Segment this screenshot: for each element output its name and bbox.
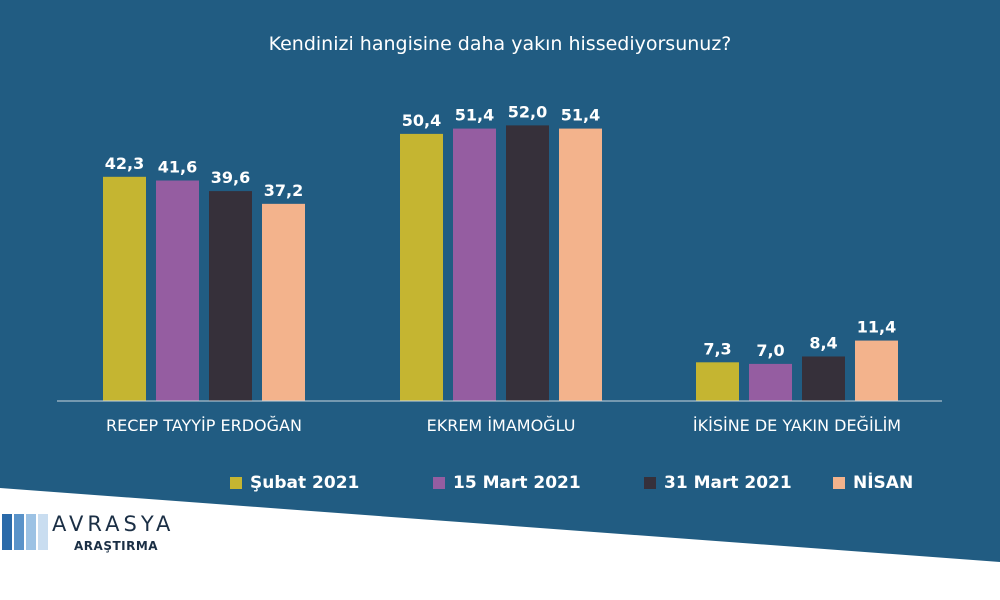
category-label-1: EKREM İMAMOĞLU xyxy=(427,416,576,435)
legend-swatch-15-mart-2021 xyxy=(433,477,445,489)
category-labels-group: RECEP TAYYİP ERDOĞAN EKREM İMAMOĞLU İKİSİN… xyxy=(106,416,901,435)
bar-0-0 xyxy=(103,176,146,401)
bar-2-2 xyxy=(802,356,845,401)
legend-item-15-mart-2021: 15 Mart 2021 xyxy=(433,473,581,493)
bar-1-0 xyxy=(400,133,443,401)
bar-chart: 42,3 41,6 39,6 37,2 50,4 51,4 52,0 51,4 7,3 7,0 8,… xyxy=(57,102,942,435)
data-label-0-1: 41,6 xyxy=(158,158,197,177)
legend-swatch-nisan xyxy=(833,477,845,489)
avrasya-logo: AVRASYA ARAŞTIRMA xyxy=(0,512,200,562)
legend-swatch-subat-2021 xyxy=(230,477,242,489)
bar-0-2 xyxy=(209,191,252,401)
chart-title: Kendinizi hangisine daha yakın hissediyo… xyxy=(268,33,732,55)
data-label-1-1: 51,4 xyxy=(455,106,494,125)
legend-item-nisan: NİSAN xyxy=(833,473,913,493)
category-label-2: İKİSİNE DE YAKIN DEĞİLİM xyxy=(693,416,901,435)
logo-name: AVRASYA xyxy=(52,512,175,536)
logo-subtitle: ARAŞTIRMA xyxy=(74,539,159,553)
legend-item-subat-2021: Şubat 2021 xyxy=(230,473,359,493)
legend-item-31-mart-2021: 31 Mart 2021 xyxy=(644,473,792,493)
data-label-2-1: 7,0 xyxy=(756,341,784,360)
data-label-1-3: 51,4 xyxy=(561,106,600,125)
bar-2-3 xyxy=(855,340,898,401)
data-label-2-2: 8,4 xyxy=(809,333,837,352)
bar-1-2 xyxy=(506,125,549,402)
data-label-0-2: 39,6 xyxy=(211,168,250,187)
data-label-2-3: 11,4 xyxy=(857,318,896,337)
legend-label-subat-2021: Şubat 2021 xyxy=(250,473,360,493)
data-label-0-3: 37,2 xyxy=(264,181,303,200)
data-labels-group: 42,3 41,6 39,6 37,2 50,4 51,4 52,0 51,4 7,3 7,0 8,… xyxy=(105,102,896,360)
logo-bar-4 xyxy=(38,514,48,550)
logo-bar-2 xyxy=(14,514,24,550)
legend-label-31-mart-2021: 31 Mart 2021 xyxy=(664,473,792,493)
bar-1-1 xyxy=(453,128,496,401)
background-panel xyxy=(0,0,1000,562)
bar-0-1 xyxy=(156,180,199,401)
logo-bar-3 xyxy=(26,514,36,550)
bar-2-0 xyxy=(696,362,739,401)
data-label-1-0: 50,4 xyxy=(402,111,441,130)
bar-2-1 xyxy=(749,363,792,401)
category-label-0: RECEP TAYYİP ERDOĞAN xyxy=(106,416,302,435)
legend-label-nisan: NİSAN xyxy=(853,473,914,493)
data-label-1-2: 52,0 xyxy=(508,102,547,121)
data-label-0-0: 42,3 xyxy=(105,154,144,173)
bars-group xyxy=(103,125,898,402)
bar-1-3 xyxy=(559,128,602,401)
logo-bar-1 xyxy=(2,514,12,550)
bar-0-3 xyxy=(262,203,305,401)
legend-label-15-mart-2021: 15 Mart 2021 xyxy=(453,473,581,493)
legend: Şubat 2021 15 Mart 2021 31 Mart 2021 NİS… xyxy=(0,473,1000,497)
data-label-2-0: 7,3 xyxy=(703,339,731,358)
legend-swatch-31-mart-2021 xyxy=(644,477,656,489)
